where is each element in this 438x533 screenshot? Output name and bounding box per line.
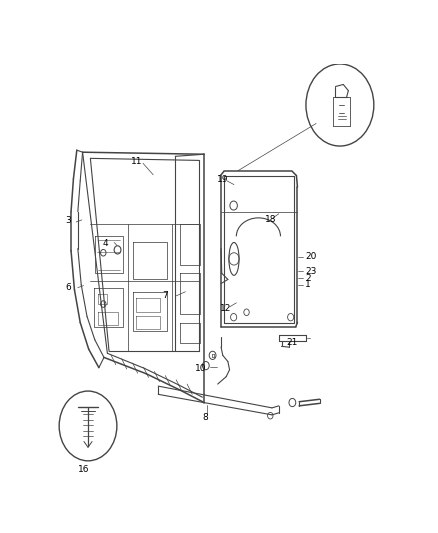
Text: 23: 23 <box>305 266 317 276</box>
Text: 8: 8 <box>202 413 208 422</box>
Text: 16: 16 <box>78 465 90 473</box>
Text: 4: 4 <box>102 239 108 248</box>
Text: 6: 6 <box>65 283 71 292</box>
Text: 3: 3 <box>65 216 71 225</box>
Text: 2: 2 <box>305 273 311 282</box>
Text: 7: 7 <box>162 292 169 300</box>
Text: 1: 1 <box>305 280 311 289</box>
Text: 12: 12 <box>220 304 232 313</box>
Text: 21: 21 <box>286 338 298 347</box>
Text: 20: 20 <box>305 252 317 261</box>
Text: 10: 10 <box>195 364 206 373</box>
Text: 11: 11 <box>131 157 143 166</box>
Text: 18: 18 <box>265 215 276 224</box>
Text: 19: 19 <box>217 175 229 184</box>
